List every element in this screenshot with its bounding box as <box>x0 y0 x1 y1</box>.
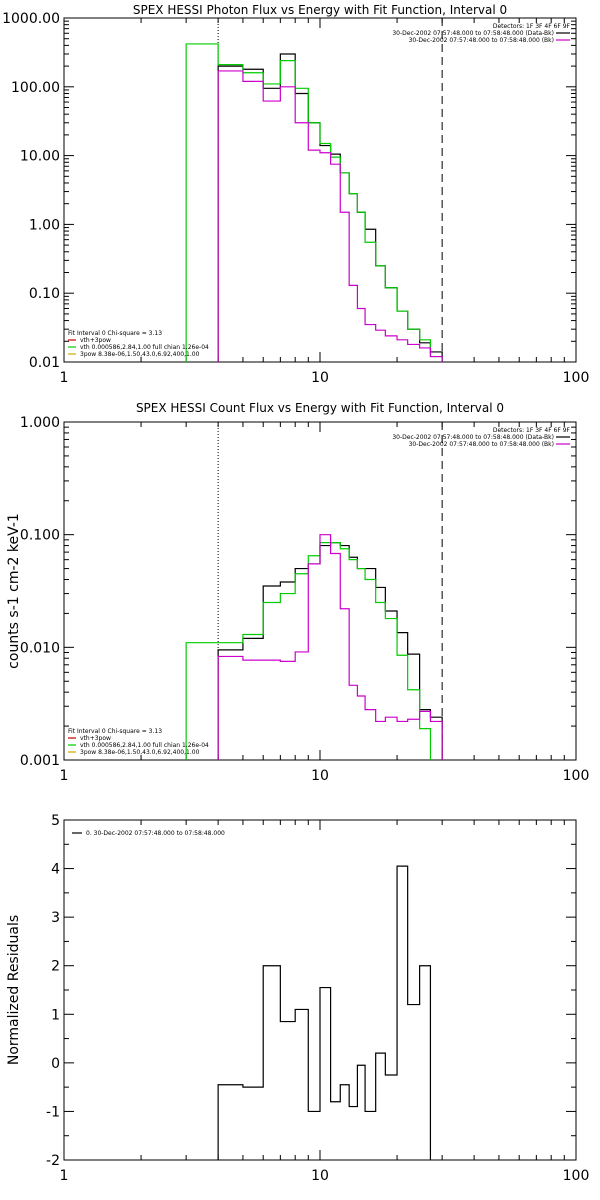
series-line-2 <box>185 542 443 760</box>
x-tick-label: 1 <box>60 370 69 386</box>
y-tick-label: 100.00 <box>11 80 60 96</box>
y-tick-label: 1.000 <box>20 415 60 431</box>
y-tick-label: 0.01 <box>29 355 60 371</box>
y-tick-label: 10.00 <box>20 149 60 165</box>
legend-bottom-text: Fit Interval 0 Chi-square = 3.13 <box>68 330 162 337</box>
legend-bottom-text: 3pow 8.38e-06,1.50,43.0,6.92,400,1.00 <box>80 749 200 756</box>
y-axis-label: counts s-1 cm-2 keV-1 <box>6 513 22 669</box>
chart-title: SPEX HESSI Photon Flux vs Energy with Fi… <box>133 3 507 17</box>
y-tick-label: 5 <box>51 813 60 829</box>
series-line-3 <box>217 534 443 760</box>
chart-3: 1 10 100 -2 -1 0 1 2 3 4 5 Normalized Residuals 0. 3… <box>6 813 589 1184</box>
x-tick-label: 1 <box>60 768 69 784</box>
plot-frame <box>63 421 577 761</box>
x-tick-label: 100 <box>563 768 590 784</box>
y-tick-label: 0.010 <box>20 640 60 656</box>
legend-bottom-text: vth 0.000586,2.84,1.00 full chian 1.26e-… <box>80 344 209 351</box>
chart-1: SPEX HESSI Photon Flux vs Energy with Fi… <box>2 3 589 386</box>
y-tick-label: 1000.00 <box>2 11 60 27</box>
y-tick-label: 1 <box>51 1007 60 1023</box>
x-tick-label: 10 <box>311 370 329 386</box>
legend-bottom-text: Fit Interval 0 Chi-square = 3.13 <box>68 728 162 735</box>
series-line-1 <box>217 53 443 362</box>
y-tick-label: -1 <box>46 1104 60 1120</box>
y-tick-label: 1.00 <box>29 217 60 233</box>
x-tick-label: 1 <box>60 1168 69 1184</box>
legend-top-text: 30-Dec-2002 07:57:48.000 to 07:58:48.000… <box>392 30 554 37</box>
legend-top-text: 30-Dec-2002 07:57:48.000 to 07:58:48.000… <box>392 434 554 441</box>
legend-bottom-text: vth+3pow <box>80 337 111 344</box>
chart-2: SPEX HESSI Count Flux vs Energy with Fit… <box>6 401 589 784</box>
legend-top-text: Detectors: 1F 3F 4F 6F 9F <box>493 23 571 30</box>
legend-bottom-text: 3pow 8.38e-06,1.50,43.0,6.92,400,1.00 <box>80 351 200 358</box>
x-tick-label: 10 <box>311 1168 329 1184</box>
y-tick-label: 2 <box>51 959 60 975</box>
legend-top-text: Detectors: 1F 3F 4F 6F 9F <box>493 427 571 434</box>
chart-title: SPEX HESSI Count Flux vs Energy with Fit… <box>136 401 504 415</box>
legend-bottom-text: vth+3pow <box>80 735 111 742</box>
x-tick-label: 10 <box>311 768 329 784</box>
y-tick-label: 0.001 <box>20 753 60 769</box>
legend-bottom-text: vth 0.000586,2.84,1.00 full chian 1.26e-… <box>80 742 209 749</box>
series-line-1 <box>217 865 432 1160</box>
legend-top-text: 30-Dec-2002 07:57:48.000 to 07:58:48.000… <box>409 441 554 448</box>
series-line-2 <box>185 43 443 362</box>
y-tick-label: -2 <box>46 1153 60 1169</box>
x-tick-label: 100 <box>563 370 590 386</box>
y-tick-label: 0.10 <box>29 286 60 302</box>
x-tick-label: 100 <box>563 1168 590 1184</box>
y-tick-label: 0.100 <box>20 528 60 544</box>
y-tick-label: 4 <box>51 862 60 878</box>
plot-frame <box>63 17 577 363</box>
series-line-3 <box>217 70 443 362</box>
y-tick-label: 3 <box>51 910 60 926</box>
y-axis-label: Normalized Residuals <box>6 915 22 1065</box>
series-line-1 <box>217 542 443 760</box>
y-tick-label: 0 <box>51 1056 60 1072</box>
legend-top-text: 0. 30-Dec-2002 07:57:48.000 to 07:58:48.… <box>86 830 225 837</box>
legend-top-text: 30-Dec-2002 07:57:48.000 to 07:58:48.000… <box>409 37 554 44</box>
